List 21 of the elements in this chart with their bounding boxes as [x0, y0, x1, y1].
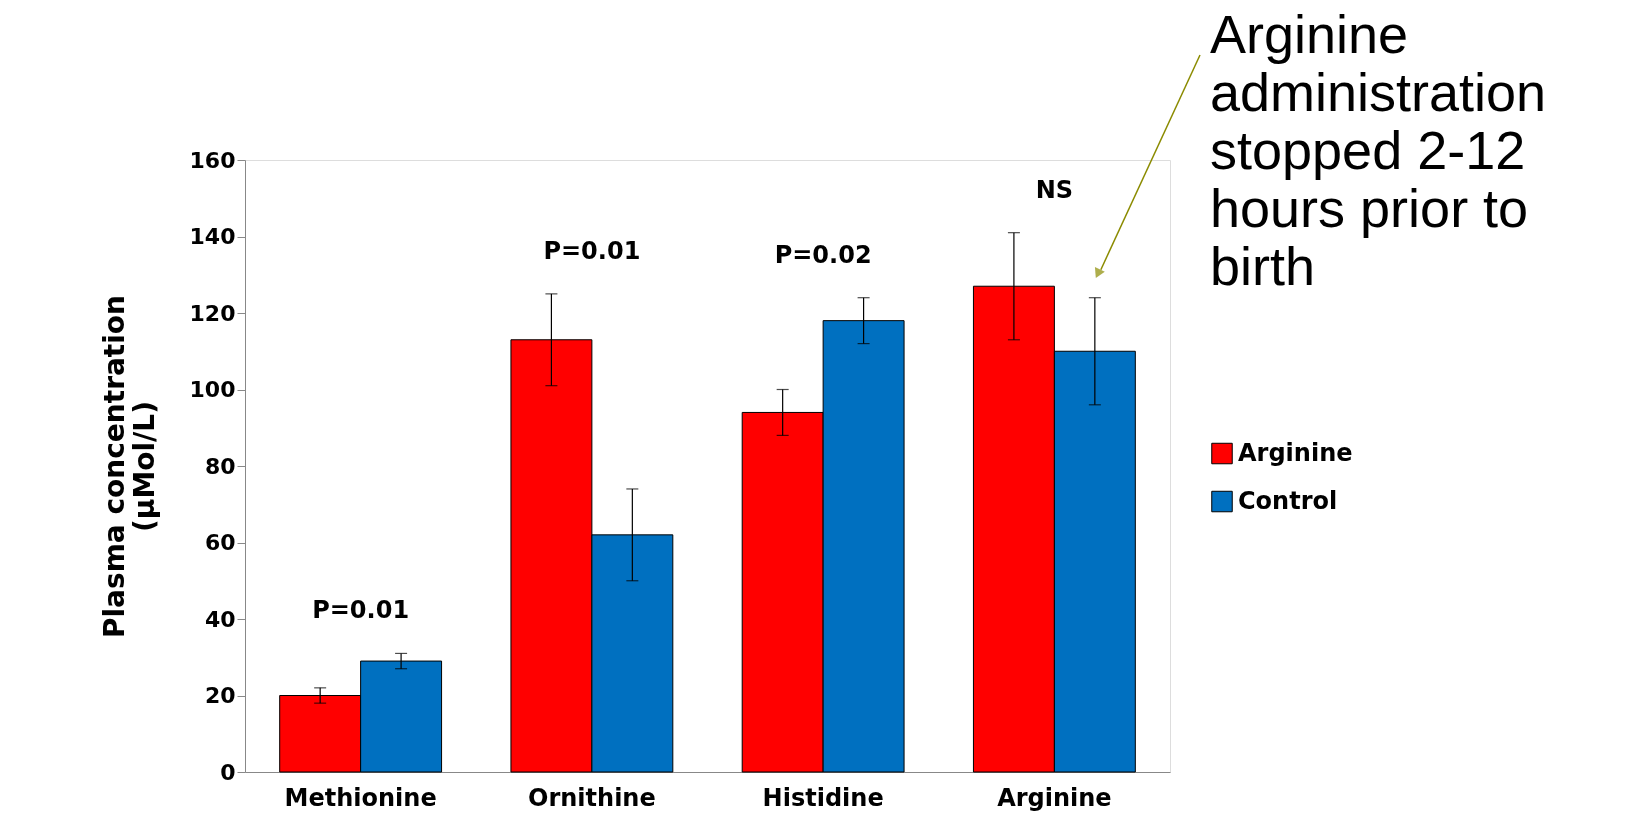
y-tick-label: 0 — [220, 759, 236, 785]
y-tick-label: 80 — [204, 453, 236, 479]
x-tick-label: Methionine — [284, 783, 437, 812]
legend-label: Control — [1238, 486, 1338, 515]
legend-label: Arginine — [1238, 438, 1353, 467]
annotation: P=0.02 — [774, 240, 872, 269]
y-axis-title: Plasma concentration (µMol/L) — [97, 294, 161, 639]
annotation: NS — [1035, 175, 1074, 204]
annotation: P=0.01 — [312, 596, 410, 625]
text: Arginine administration stopped 2-12 hours prior to birth — [1210, 4, 1547, 296]
x-tick-label: Histidine — [762, 783, 884, 812]
y-tick-label: 140 — [189, 224, 236, 249]
x-tick-label: Ornithine — [528, 783, 656, 812]
annotation: P=0.01 — [543, 236, 641, 265]
y-tick-label: 60 — [204, 530, 236, 555]
y-tick-label: 120 — [189, 300, 236, 326]
y-tick-label: 160 — [189, 147, 236, 173]
y-tick-label: 40 — [204, 606, 236, 632]
y-tick-label: 100 — [189, 377, 236, 402]
y-tick-label: 20 — [204, 683, 236, 708]
x-tick-label: Arginine — [997, 783, 1112, 812]
